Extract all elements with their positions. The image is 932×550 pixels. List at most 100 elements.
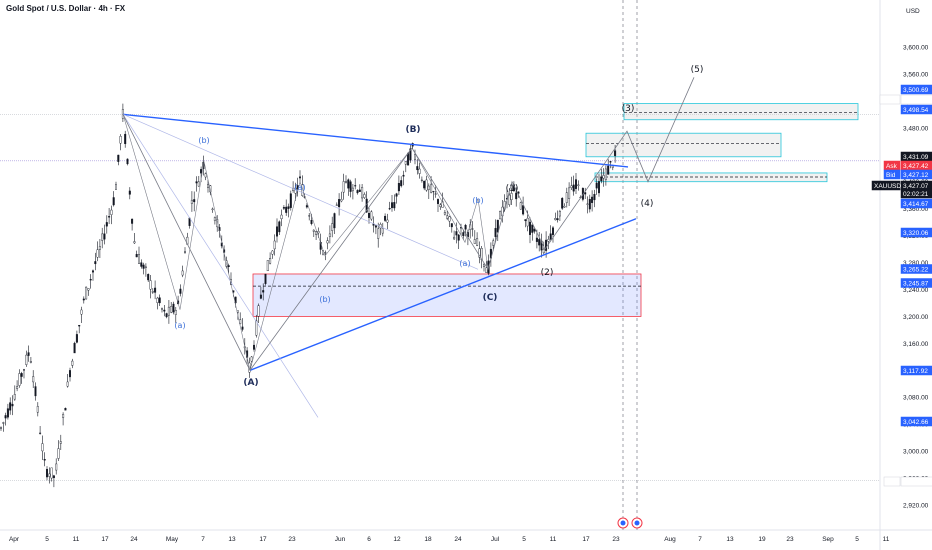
- candle-body: [510, 193, 513, 200]
- chart-title: Gold Spot / U.S. Dollar · 4h · FX: [6, 4, 126, 13]
- candle-body: [167, 306, 170, 316]
- candle-body: [356, 190, 359, 194]
- candle-body: [126, 158, 129, 165]
- candle-body: [598, 181, 601, 194]
- price-tick-label: 3,240.00: [903, 287, 929, 294]
- wave-label-major: (B): [405, 125, 420, 135]
- candle-body: [519, 202, 522, 210]
- candle-body: [437, 199, 440, 204]
- candle-body: [432, 191, 435, 193]
- candle-body: [361, 187, 364, 199]
- candle-body: [485, 267, 488, 273]
- time-tick-label: 13: [726, 536, 734, 543]
- wave-label-impulse: (5): [691, 65, 704, 75]
- price-badge-text: 3,498.54: [903, 107, 929, 114]
- candle-body: [549, 233, 552, 240]
- candle-body: [524, 219, 527, 222]
- price-badge: [900, 94, 932, 105]
- time-tick-label: Apr: [9, 536, 20, 543]
- time-tick-label: 13: [228, 536, 236, 543]
- candle-body: [66, 381, 69, 387]
- candle-body: [554, 218, 557, 221]
- candle-body: [211, 208, 214, 211]
- candle-body: [499, 211, 502, 220]
- candle-body: [68, 370, 71, 378]
- elliott-wave-path: [122, 77, 695, 372]
- candle-body: [388, 208, 391, 210]
- candle-body: [271, 250, 274, 255]
- candle-body: [96, 249, 99, 258]
- candle-body: [577, 184, 580, 187]
- candle-body: [25, 354, 28, 365]
- candle-body: [276, 226, 279, 237]
- price-badge: [900, 278, 932, 288]
- lower-trendline: [249, 218, 637, 371]
- candle-body: [0, 427, 2, 429]
- candle-body: [82, 298, 85, 301]
- candle-body: [154, 287, 157, 293]
- candle-body: [340, 199, 343, 202]
- time-tick-label: 6: [367, 536, 371, 543]
- time-tick-label: 17: [101, 536, 109, 543]
- candle-body: [29, 361, 32, 363]
- candle-body: [52, 475, 55, 479]
- candle-body: [259, 294, 262, 299]
- candle-body: [117, 154, 120, 162]
- candle-body: [2, 422, 5, 424]
- candle-body: [204, 173, 207, 178]
- candle-body: [565, 192, 568, 203]
- candle-body: [473, 239, 476, 244]
- time-tick-label: 17: [259, 536, 267, 543]
- candle-body: [75, 334, 78, 343]
- candle-body: [453, 236, 456, 240]
- price-badge-tag-text: High: [882, 97, 896, 104]
- candle-body: [393, 202, 396, 209]
- time-tick-label: 7: [201, 536, 205, 543]
- candle-body: [526, 217, 529, 227]
- price-badge-tag: [883, 169, 901, 180]
- price-badge-tag: [879, 94, 901, 105]
- candle-body: [147, 274, 150, 281]
- candle-body: [570, 185, 573, 188]
- price-badge-text: 3,265.22: [903, 266, 929, 273]
- wave-label-minor: (b): [472, 196, 483, 205]
- candle-body: [280, 214, 283, 220]
- time-tick-label: Jul: [491, 536, 500, 543]
- price-badge: [900, 264, 932, 274]
- wave-label-impulse: (4): [641, 199, 654, 209]
- time-tick-label: Sep: [822, 536, 834, 543]
- candle-body: [4, 415, 7, 419]
- channel-line: [122, 114, 479, 270]
- candle-body: [112, 197, 115, 206]
- candle-body: [305, 205, 308, 208]
- price-badge: [900, 84, 932, 95]
- time-tick-label: 17: [582, 536, 590, 543]
- candle-body: [384, 215, 387, 221]
- candle-body: [250, 356, 253, 362]
- price-badge-text: 3,427.12: [903, 172, 929, 179]
- subwave-path: [411, 147, 489, 270]
- wave-label-minor: (b): [319, 295, 330, 304]
- candle-body: [584, 192, 587, 195]
- candle-body: [614, 150, 617, 156]
- candle-body: [32, 376, 35, 383]
- candle-body: [315, 231, 318, 235]
- candle-body: [483, 264, 486, 267]
- price-badge-text: 3,117.92: [903, 368, 928, 375]
- price-badge: [900, 198, 932, 209]
- candle-body: [50, 467, 53, 479]
- candles: [0, 103, 617, 488]
- candle-body: [418, 168, 421, 174]
- candle-body: [324, 252, 327, 254]
- price-badge-text: 3,500.69: [903, 87, 929, 94]
- subwave-path: [249, 147, 413, 371]
- time-tick-label: 23: [288, 536, 296, 543]
- candle-body: [347, 179, 350, 189]
- wave-label-minor: (a): [294, 183, 305, 192]
- price-badge-tag-text: XAUUSD: [874, 183, 901, 190]
- candle-body: [529, 221, 532, 235]
- candle-body: [101, 233, 104, 241]
- candle-body: [174, 310, 177, 315]
